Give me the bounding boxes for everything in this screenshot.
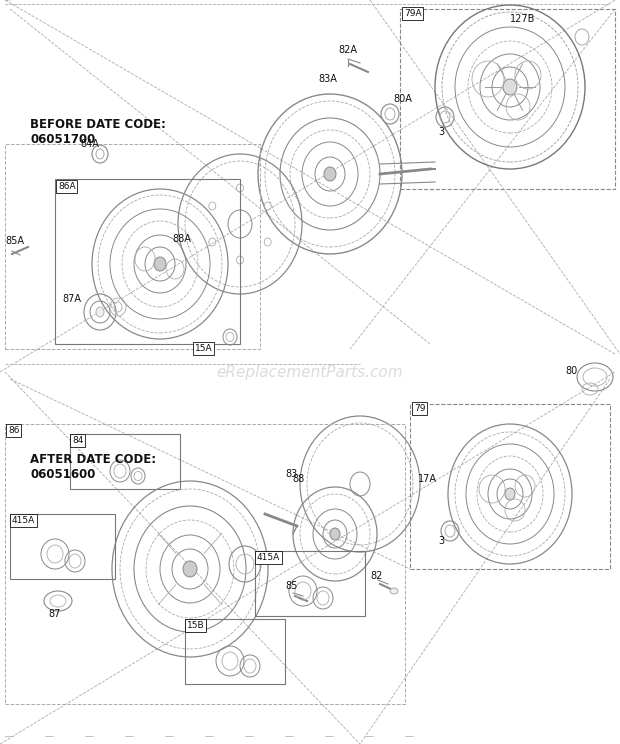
Text: 3: 3 <box>438 536 444 546</box>
Bar <box>55 179 240 344</box>
Text: 88A: 88A <box>172 234 191 244</box>
Text: 415A: 415A <box>257 553 280 562</box>
Text: 84: 84 <box>72 436 83 445</box>
Bar <box>400 9 615 189</box>
Text: BEFORE DATE CODE:: BEFORE DATE CODE: <box>30 118 166 130</box>
Text: 127B: 127B <box>510 14 536 24</box>
Text: 06051700: 06051700 <box>30 132 95 146</box>
Text: AFTER DATE CODE:: AFTER DATE CODE: <box>30 452 156 466</box>
Bar <box>10 514 115 579</box>
Ellipse shape <box>183 561 197 577</box>
Text: 86: 86 <box>8 426 19 435</box>
Text: 85A: 85A <box>5 236 24 246</box>
Text: 79: 79 <box>414 404 425 413</box>
Text: 06051600: 06051600 <box>30 467 95 481</box>
Bar <box>5 424 405 704</box>
Text: 83: 83 <box>285 469 297 479</box>
Ellipse shape <box>505 488 515 500</box>
Text: 3: 3 <box>438 127 444 137</box>
Text: 415A: 415A <box>12 516 35 525</box>
Text: eReplacementParts.com: eReplacementParts.com <box>216 365 404 379</box>
Text: 84A: 84A <box>80 139 99 149</box>
Text: 80A: 80A <box>393 94 412 104</box>
Text: 79A: 79A <box>404 9 422 18</box>
Bar <box>255 551 365 616</box>
Bar <box>70 434 180 489</box>
Ellipse shape <box>330 528 340 540</box>
Text: 83A: 83A <box>318 74 337 84</box>
Text: 15A: 15A <box>195 344 213 353</box>
Text: 15B: 15B <box>187 621 205 630</box>
Text: 85: 85 <box>285 581 298 591</box>
Ellipse shape <box>390 588 398 594</box>
Bar <box>5 144 260 349</box>
Text: 82: 82 <box>370 571 383 581</box>
Bar <box>410 404 610 569</box>
Text: 17A: 17A <box>418 474 437 484</box>
Text: 86A: 86A <box>58 182 76 191</box>
Text: 87: 87 <box>48 609 60 619</box>
Bar <box>185 619 285 684</box>
Text: 88: 88 <box>292 474 304 484</box>
Text: 80: 80 <box>565 366 577 376</box>
Text: 87A: 87A <box>62 294 81 304</box>
Ellipse shape <box>324 167 336 181</box>
Ellipse shape <box>96 307 104 317</box>
Ellipse shape <box>154 257 166 271</box>
Ellipse shape <box>503 79 517 95</box>
Text: 82A: 82A <box>338 45 357 55</box>
